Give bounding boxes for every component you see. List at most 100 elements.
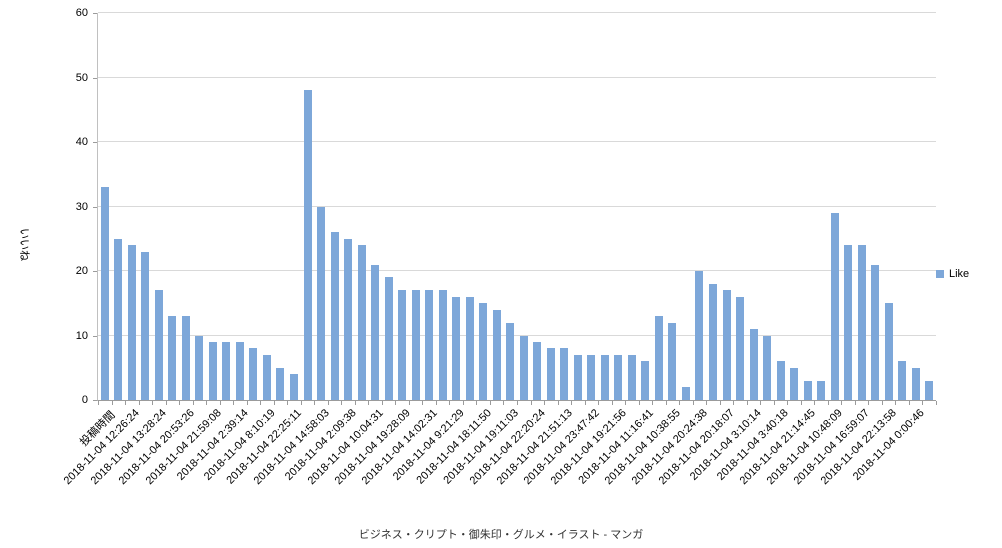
x-axis-tick-52 <box>800 401 802 405</box>
bar-61 <box>925 380 934 400</box>
y-axis-tick-10 <box>93 335 97 337</box>
x-axis-tick-28 <box>476 401 478 405</box>
bar-50 <box>776 361 785 400</box>
bar-59 <box>898 361 907 400</box>
x-axis-tick-48 <box>746 401 748 405</box>
bar-49 <box>763 335 772 400</box>
x-axis-tick-58 <box>881 401 883 405</box>
gridline-y-40 <box>98 141 936 142</box>
x-axis-tick-41 <box>652 401 654 405</box>
x-axis-tick-4 <box>152 401 154 405</box>
x-axis-tick-18 <box>341 401 343 405</box>
y-axis-tick-40 <box>93 142 97 143</box>
x-axis-tick-14 <box>287 401 289 405</box>
x-axis-tick-5 <box>165 401 167 405</box>
x-axis-tick-32 <box>530 401 532 405</box>
x-axis-tick-42 <box>665 401 667 405</box>
bar-24 <box>425 290 434 400</box>
x-axis-tick-40 <box>638 401 640 405</box>
x-axis-tick-44 <box>692 401 694 405</box>
bar-22 <box>398 290 407 400</box>
x-axis-tick-1 <box>111 401 113 405</box>
x-axis-tick-34 <box>557 401 559 405</box>
bar-20 <box>371 264 380 400</box>
bar-23 <box>411 290 420 400</box>
x-axis-tick-43 <box>679 401 681 405</box>
x-axis-tick-37 <box>598 401 600 405</box>
bar-43 <box>681 387 690 400</box>
bar-58 <box>884 303 893 400</box>
x-axis-tick-38 <box>611 401 613 405</box>
bar-5 <box>168 316 177 400</box>
y-tick-label-20: 20 <box>75 265 88 277</box>
bar-28 <box>479 303 488 400</box>
bar-39 <box>627 354 636 400</box>
x-axis-tick-7 <box>192 401 194 405</box>
bar-31 <box>519 335 528 400</box>
x-axis-tick-46 <box>719 401 721 405</box>
bar-56 <box>857 245 866 400</box>
x-axis-tick-8 <box>206 401 208 405</box>
bar-21 <box>384 277 393 400</box>
x-axis-tick-62 <box>936 401 937 405</box>
bar-27 <box>465 296 474 400</box>
x-axis-tick-47 <box>733 401 735 405</box>
bar-18 <box>344 238 353 400</box>
y-tick-label-40: 40 <box>75 136 88 148</box>
bar-25 <box>438 290 447 400</box>
bar-26 <box>452 296 461 400</box>
x-axis-tick-23 <box>408 401 410 405</box>
bar-0 <box>100 187 109 400</box>
y-axis-tick-0 <box>93 400 97 401</box>
x-axis-tick-60 <box>908 401 910 405</box>
bar-57 <box>871 264 880 400</box>
x-axis-tick-30 <box>503 401 505 405</box>
gridline-y-50 <box>98 76 936 78</box>
bar-10 <box>235 341 244 400</box>
bar-41 <box>654 316 663 400</box>
bar-51 <box>790 367 799 400</box>
x-axis-tick-2 <box>125 401 127 405</box>
x-axis-tick-45 <box>706 401 708 405</box>
y-axis-tick-50 <box>93 77 97 79</box>
y-axis-tick-60 <box>93 13 97 14</box>
x-axis-tick-19 <box>354 401 356 405</box>
legend-label: Like <box>949 268 970 280</box>
x-axis-tick-53 <box>814 401 816 405</box>
footer-caption: ビジネス・クリプト・御朱印・グルメ・イラスト - マンガ <box>358 529 644 541</box>
bar-35 <box>573 354 582 400</box>
x-axis-tick-26 <box>449 401 451 405</box>
y-tick-label-50: 50 <box>75 71 88 84</box>
bar-60 <box>911 367 920 400</box>
x-axis-tick-36 <box>584 401 586 405</box>
x-axis-tick-27 <box>462 401 464 405</box>
x-axis-tick-39 <box>625 401 627 405</box>
y-tick-label-60: 60 <box>75 7 88 19</box>
bar-30 <box>506 322 515 400</box>
bar-54 <box>830 212 839 400</box>
x-axis-tick-33 <box>544 401 546 405</box>
y-axis-title-text: いいね <box>18 228 30 261</box>
bar-1 <box>114 238 123 400</box>
bar-42 <box>668 322 677 400</box>
bar-15 <box>303 90 312 400</box>
x-axis-tick-24 <box>422 401 424 405</box>
y-axis-tick-30 <box>93 206 97 208</box>
bar-11 <box>249 348 258 400</box>
x-axis-tick-49 <box>760 401 762 405</box>
bar-9 <box>222 341 231 400</box>
x-axis-tick-35 <box>571 401 573 405</box>
gridline-y-30 <box>98 205 936 207</box>
bar-17 <box>330 232 339 400</box>
bar-33 <box>546 348 555 400</box>
bar-37 <box>600 354 609 400</box>
x-axis-tick-29 <box>489 401 491 405</box>
x-axis-tick-31 <box>517 401 518 405</box>
gridline-y-10 <box>98 334 936 336</box>
x-axis-tick-12 <box>260 401 262 405</box>
plot-area <box>93 12 937 405</box>
bar-16 <box>317 206 326 400</box>
x-axis-tick-10 <box>233 401 235 405</box>
y-tick-label-30: 30 <box>75 200 88 213</box>
